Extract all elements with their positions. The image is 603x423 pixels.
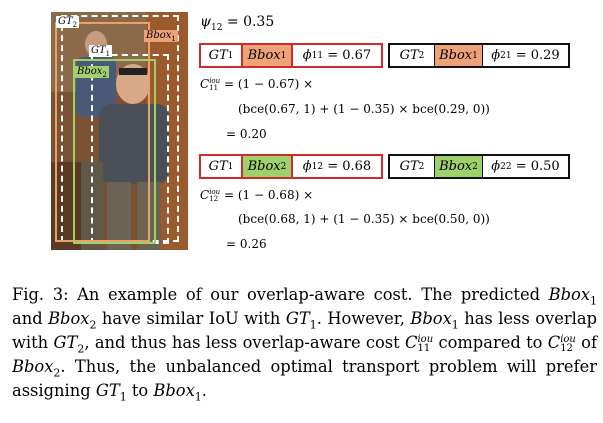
bbox1-label: Bbox1 [144,30,178,42]
bbox2-label: Bbox2 [75,66,109,78]
phi21-box: GT 2 Bbox 1 ϕ 21 = 0.29 [388,43,570,68]
phi22-box: GT 2 Bbox 2 ϕ 22 = 0.50 [388,154,570,179]
phi12-box: GT 1 Bbox 2 ϕ 12 = 0.68 [199,154,383,179]
figure-photo: GT2 GT1 Bbox1 Bbox2 [51,12,188,250]
gt2-label: GT2 [56,16,79,28]
phi11-box: GT 1 Bbox 1 ϕ 11 = 0.67 [199,43,383,68]
cost11-result: = 0.20 [226,126,267,142]
gt1-label: GT1 [89,45,112,57]
bbox2-box [73,59,156,244]
cost12-result: = 0.26 [226,236,267,252]
cost11-line2: (bce(0.67, 1) + (1 − 0.35) × bce(0.29, 0… [238,101,490,117]
psi-equation: ψ12 = 0.35 [200,14,274,30]
cost12-line2: (bce(0.68, 1) + (1 − 0.35) × bce(0.50, 0… [238,211,490,227]
figure-caption: Fig. 3: An example of our overlap-aware … [12,283,597,403]
cost11-line1: Ciou 11 = (1 − 0.67) × [200,76,313,92]
cost12-line1: Ciou 12 = (1 − 0.68) × [200,187,313,203]
